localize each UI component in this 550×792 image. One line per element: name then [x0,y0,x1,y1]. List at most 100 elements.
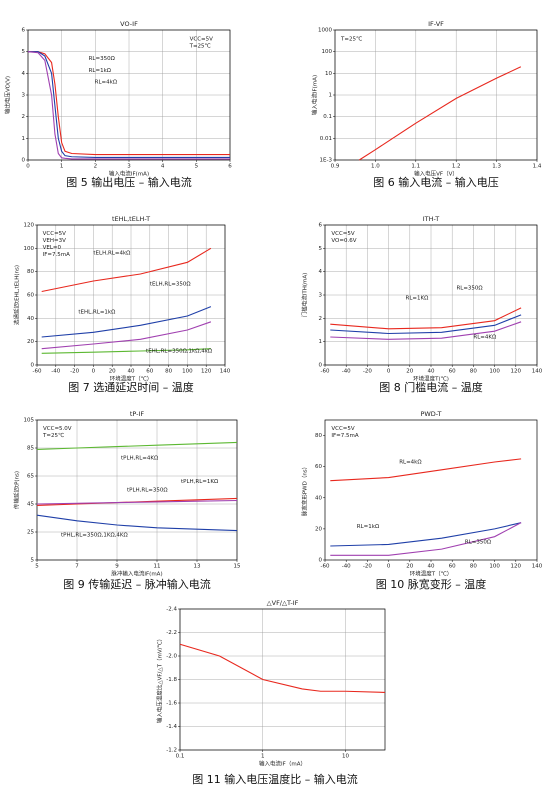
x-tick-label: 6 [228,164,232,170]
series-label: RL=350Ω [456,286,482,292]
y-tick-label: 10 [325,71,332,77]
x-axis-label: 输入电压VF（V） [414,170,458,178]
annotation: VCC=5V [331,231,355,237]
x-tick-label: 5 [35,564,39,570]
x-tick-label: -40 [51,369,60,375]
x-axis-label: 脉冲输入电流IF(mA) [111,570,162,578]
x-tick-label: 1.2 [452,164,461,170]
series-line [330,314,522,335]
x-tick-label: 0 [387,564,391,570]
caption: 图 7 选通延迟时间 – 温度 [68,380,193,394]
y-tick-label: 0 [319,363,323,369]
y-tick-label: 2 [22,114,26,120]
x-tick-label: 140 [220,369,231,375]
y-tick-label: 45 [27,502,34,508]
series-line [36,514,238,532]
x-tick-label: -60 [321,564,330,570]
series-line [41,247,212,293]
y-axis-label: 输出电压VO(V) [4,76,12,114]
series-line [27,51,230,160]
x-tick-label: 40 [428,564,435,570]
x-tick-label: 1.4 [533,164,542,170]
y-tick-label: 1000 [318,28,332,34]
x-tick-label: -20 [70,369,79,375]
x-tick-label: 80 [470,564,477,570]
series-line [330,307,522,330]
annotation: VCC=5V [190,37,214,43]
chart: -60 -40 -20 0 20 40 60 80 100 120 140 0 20 40 60 80 PWD-… [301,410,543,591]
y-axis-label: 传输延迟tP(ns) [13,471,21,509]
x-tick-label: 1.3 [492,164,501,170]
x-tick-label: 140 [532,564,543,570]
y-tick-label: 60 [315,464,322,470]
y-tick-label: 6 [319,223,323,229]
plot-border [334,29,538,161]
annotation: T=25℃ [340,36,362,43]
series-label: RL=1KΩ [406,295,429,301]
series-line [41,306,212,338]
chart-title: tP-IF [130,410,145,418]
x-tick-label: 0 [92,369,96,375]
x-axis-label: 环境温度T（℃） [110,375,153,383]
plot-border [36,224,226,366]
series-line [330,321,522,340]
y-tick-label: 100 [322,49,333,55]
x-tick-label: 80 [165,369,172,375]
x-tick-label: 15 [234,564,241,570]
x-tick-label: 20 [406,564,413,570]
chart: 0.9 1.0 1.1 1.2 1.3 1.4 1E-3 0.01 0.1 1 10 100 1000 I… [311,20,542,189]
x-tick-label: 11 [154,564,161,570]
x-tick-label: 7 [75,564,79,570]
y-tick-label: -1.2 [166,748,177,754]
series-label: tPLH,RL=350Ω [127,488,168,494]
series-line [330,458,522,482]
y-tick-label: 4 [22,71,26,77]
y-tick-label: -1.8 [166,677,177,683]
caption: 图 9 传输延迟 – 脉冲输入电流 [63,577,210,591]
caption: 图 8 门槛电流 – 温度 [379,380,482,394]
x-tick-label: 20 [406,369,413,375]
x-tick-label: 60 [449,564,456,570]
x-tick-label: 13 [194,564,201,570]
chart-title: ITH-T [423,215,440,223]
plot-area [325,420,537,560]
x-tick-label: 120 [511,369,522,375]
chart: -60 -40 -20 0 20 40 60 80 100 120 140 0 20 40 60 80 100 1… [13,215,231,394]
chart: 0.1 1 10 -2.4 -2.2 -2.0 -1.8 -1.6 -1.4 -1.2 △VF/△T… [156,599,386,786]
x-tick-label: -60 [321,369,330,375]
series-label: RL=350Ω [89,56,115,62]
y-tick-label: 80 [27,269,34,275]
series-label: RL=1kΩ [89,68,111,74]
annotation: IF=7.5mA [43,252,70,258]
y-tick-label: 0 [319,558,323,564]
x-tick-label: 120 [511,564,522,570]
chart-title: △VF/△T-IF [267,599,299,607]
chart: -60 -40 -20 0 20 40 60 80 100 120 140 0 1 2 3 4 5 6 ITH-T 环… [301,215,543,394]
series-line [41,321,212,350]
y-tick-label: 2 [319,316,323,322]
y-tick-label: 1 [319,339,323,345]
chart: 5 7 9 11 13 15 5 25 45 65 85 105 tP-IF 脉冲输入电流IF(mA) 传输… [13,410,241,591]
x-tick-label: 140 [532,369,543,375]
y-tick-label: 4 [319,269,323,275]
series-label: tEHL,RL=1kΩ [78,309,115,315]
y-tick-label: 1 [22,136,26,142]
x-tick-label: 9 [115,564,119,570]
y-tick-label: 85 [27,446,34,452]
chart-title: tEHL,tELH-T [112,215,150,223]
y-tick-label: 20 [27,339,34,345]
x-tick-label: 0.1 [176,754,185,760]
y-tick-label: 40 [315,495,322,501]
y-axis-label: 选通延迟tEHL,tELH(ns) [13,265,21,325]
series-line [179,643,386,693]
x-tick-label: 20 [109,369,116,375]
y-tick-label: 5 [319,246,323,252]
x-tick-label: 60 [449,369,456,375]
y-tick-label: 20 [315,526,322,532]
chart-title: IF-VF [428,20,444,28]
y-tick-label: 0 [22,158,26,164]
y-axis-label: 输入电压温度比△VF/△T（mV/℃） [156,636,164,723]
y-tick-label: 6 [22,28,26,34]
y-tick-label: 5 [22,49,26,55]
caption: 图 5 输出电压 – 输入电流 [66,175,191,189]
